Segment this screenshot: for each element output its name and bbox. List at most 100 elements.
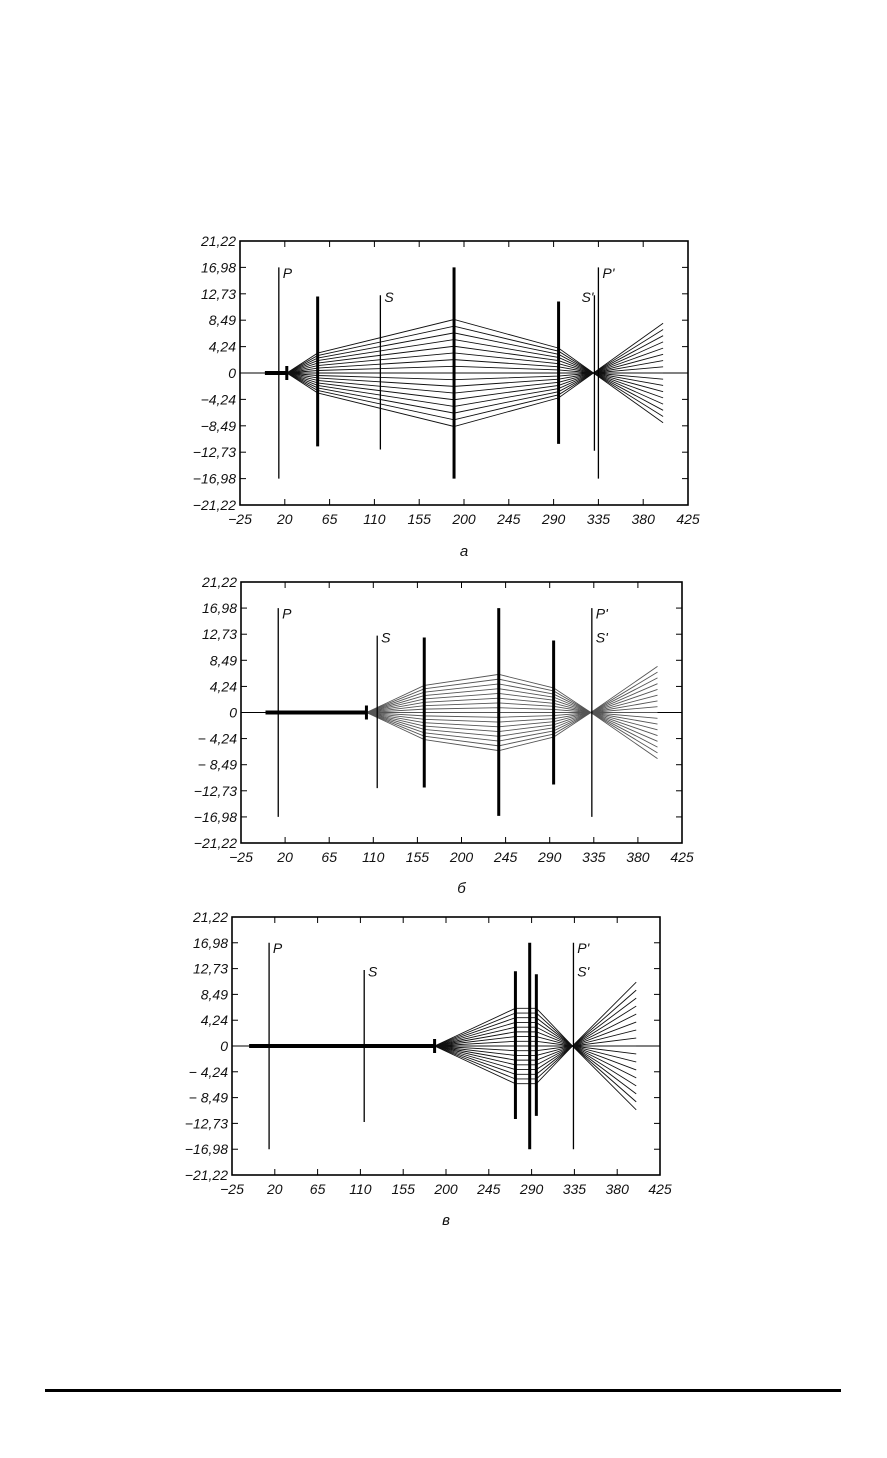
x-tick-label: 335 <box>582 849 606 865</box>
ray <box>366 712 658 731</box>
ray <box>366 712 658 736</box>
ray <box>366 677 658 714</box>
chart-1: −25 20 65 110 155 200 245 290 335 380 425 21,22 16,9… <box>193 233 700 560</box>
ray <box>286 372 664 381</box>
x-tick-label: −25 <box>228 511 252 527</box>
y-tick-label: −12,73 <box>185 1115 228 1131</box>
y-tick-label: 12,73 <box>193 961 228 977</box>
ray <box>366 666 658 714</box>
y-tick-label: 12,73 <box>202 626 237 642</box>
x-tick-label: 65 <box>321 849 337 865</box>
ray <box>286 352 664 374</box>
y-tick-label: 12,73 <box>201 286 236 302</box>
plane-label: S' <box>577 964 590 980</box>
ray <box>366 671 658 714</box>
x-tick-label: 200 <box>433 1181 458 1197</box>
x-tick-label: 155 <box>406 849 430 865</box>
chart-2: −25 20 65 110 155 200 245 290 335 380 425 21,22 16,9… <box>194 574 694 897</box>
x-tick-label: 425 <box>670 849 694 865</box>
x-tick-label: 200 <box>451 511 476 527</box>
plane-label: P <box>283 265 293 281</box>
y-tick-label: 16,98 <box>202 600 237 616</box>
y-tick-label: −21,22 <box>194 835 237 851</box>
x-tick-label: 110 <box>362 849 385 865</box>
y-tick-label: − 4,24 <box>198 731 238 747</box>
x-tick-label: 380 <box>626 849 650 865</box>
y-tick-label: − 4,24 <box>189 1064 229 1080</box>
ray <box>366 712 658 719</box>
x-tick-label: 245 <box>496 511 521 527</box>
page-bottom-rule <box>45 1389 841 1392</box>
y-tick-label: 16,98 <box>201 259 236 275</box>
y-tick-label: 4,24 <box>210 678 237 694</box>
ray <box>286 359 664 374</box>
y-tick-label: 8,49 <box>210 652 237 668</box>
y-tick-label: −21,22 <box>185 1167 228 1183</box>
x-tick-label: 110 <box>349 1181 372 1197</box>
x-tick-label: −25 <box>229 849 253 865</box>
y-tick-label: − 8,49 <box>198 757 238 773</box>
plane-label: P' <box>596 605 609 621</box>
x-tick-label: 335 <box>587 511 611 527</box>
plane-label: S' <box>581 289 594 305</box>
y-tick-label: −12,73 <box>193 444 236 460</box>
x-tick-label: 290 <box>541 511 566 527</box>
chart-3: −25 20 65 110 155 200 245 290 335 380 425 21,22 16,9… <box>185 909 672 1229</box>
ray <box>286 332 664 374</box>
x-tick-label: −25 <box>220 1181 244 1197</box>
y-tick-label: 8,49 <box>209 312 236 328</box>
plane-label: P <box>273 940 283 956</box>
x-tick-label: 380 <box>632 511 656 527</box>
ray <box>286 345 664 374</box>
y-tick-label: 21,22 <box>192 909 228 925</box>
x-tick-label: 110 <box>363 511 386 527</box>
ray <box>366 711 658 748</box>
y-tick-label: −8,49 <box>201 418 237 434</box>
y-tick-label: 21,22 <box>201 574 237 590</box>
x-tick-label: 20 <box>266 1181 283 1197</box>
plane-label: S <box>368 964 378 980</box>
x-tick-label: 290 <box>537 849 562 865</box>
x-tick-label: 65 <box>310 1181 326 1197</box>
ray <box>286 372 664 427</box>
ray <box>286 372 664 414</box>
y-tick-label: − 8,49 <box>189 1090 229 1106</box>
x-tick-label: 155 <box>392 1181 416 1197</box>
y-tick-label: −4,24 <box>201 391 237 407</box>
ray <box>286 365 664 374</box>
plane-label: P' <box>602 265 615 281</box>
ray <box>286 372 664 394</box>
ray <box>286 372 664 387</box>
y-tick-label: 0 <box>228 365 236 381</box>
ray <box>286 325 664 374</box>
x-tick-label: 425 <box>648 1181 672 1197</box>
ray <box>366 706 658 713</box>
x-tick-label: 245 <box>476 1181 501 1197</box>
x-tick-label: 65 <box>322 511 338 527</box>
y-tick-label: −16,98 <box>185 1141 228 1157</box>
ray <box>366 712 658 725</box>
plane-label: P <box>282 605 292 621</box>
y-tick-label: 4,24 <box>201 1012 228 1028</box>
x-tick-label: 200 <box>449 849 474 865</box>
ray <box>286 372 664 407</box>
plane-label: S <box>381 629 391 645</box>
chart-caption: в <box>442 1212 450 1229</box>
y-tick-label: 4,24 <box>209 339 236 355</box>
plane-label: S <box>384 289 394 305</box>
plane-label: P' <box>577 940 590 956</box>
y-tick-label: 8,49 <box>201 986 228 1002</box>
y-tick-label: −16,98 <box>193 471 236 487</box>
y-tick-label: −12,73 <box>194 783 237 799</box>
ray <box>366 700 658 713</box>
plane-label: S' <box>596 629 609 645</box>
x-tick-label: 245 <box>493 849 518 865</box>
y-tick-label: −16,98 <box>194 809 237 825</box>
y-tick-label: 21,22 <box>200 233 236 249</box>
ray <box>366 711 658 759</box>
ray <box>366 712 658 742</box>
chart-caption: a <box>460 543 468 560</box>
x-tick-label: 20 <box>276 849 293 865</box>
ray <box>286 372 664 401</box>
